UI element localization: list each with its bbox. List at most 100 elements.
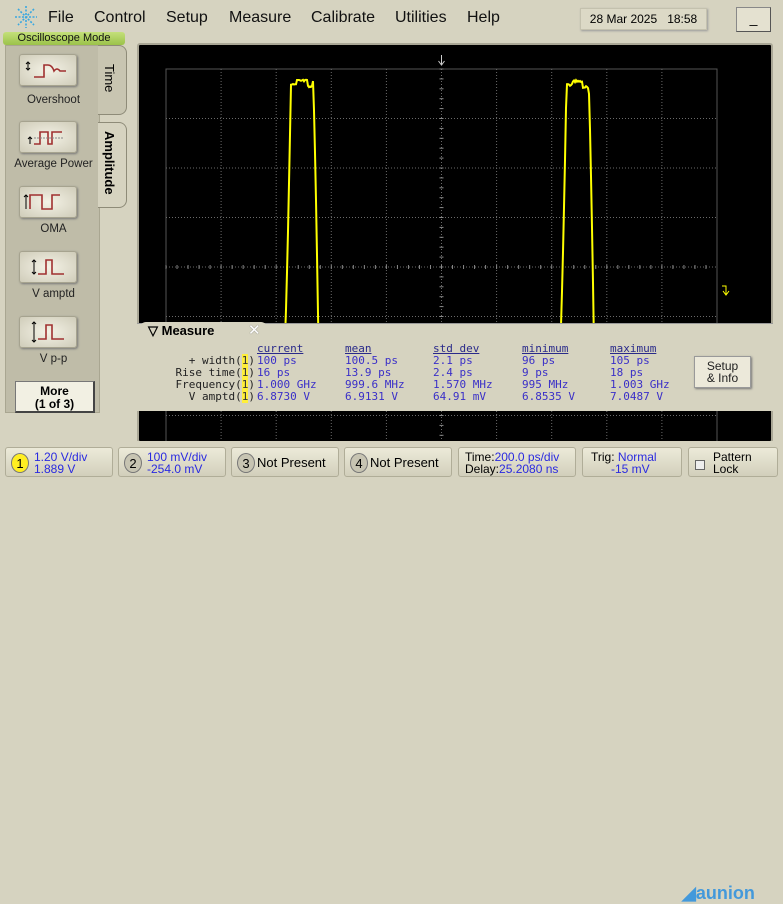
v-pp-label: V p-p bbox=[39, 353, 68, 365]
more-label: More bbox=[40, 384, 69, 398]
menu-file[interactable]: File bbox=[48, 9, 74, 26]
measure-value: 100 ps bbox=[257, 354, 297, 367]
tab-time[interactable]: Time bbox=[98, 45, 127, 115]
measure-value: 6.9131 V bbox=[345, 390, 398, 403]
ch2-offset: -254.0 mV bbox=[147, 462, 203, 476]
ch3-status: Not Present bbox=[257, 455, 326, 470]
measure-value: 7.0487 V bbox=[610, 390, 663, 403]
measure-value: 16 ps bbox=[257, 366, 291, 379]
pattern-lock-button[interactable]: Pattern Lock bbox=[688, 447, 778, 477]
trigger-position-marker-icon bbox=[438, 55, 445, 66]
header-current: current bbox=[257, 342, 304, 355]
setup-info-button[interactable]: Setup & Info bbox=[694, 356, 751, 388]
measurement-toolbar: Overshoot Average Power OMA V amptd V p-… bbox=[5, 45, 100, 413]
measure-label: + width( bbox=[188, 354, 242, 367]
measure-value: 100.5 ps bbox=[345, 354, 398, 367]
info-label: & Info bbox=[706, 371, 739, 385]
measure-value: 2.4 ps bbox=[433, 366, 473, 379]
time-scale: 200.0 ps/div bbox=[494, 450, 560, 464]
channel-3-button[interactable]: 3 Not Present bbox=[231, 447, 339, 477]
time: 18:58 bbox=[667, 12, 698, 26]
measure-row: Frequency(1) 1.000 GHz 999.6 MHz 1.570 MHz 9… bbox=[137, 378, 697, 391]
close-icon[interactable]: ✕ bbox=[248, 322, 261, 339]
v-pp-button[interactable] bbox=[19, 316, 77, 348]
oma-label: OMA bbox=[40, 223, 67, 235]
menu-calibrate[interactable]: Calibrate bbox=[311, 9, 376, 26]
setup-label: Setup bbox=[706, 359, 739, 373]
measure-value: 995 MHz bbox=[522, 378, 569, 391]
measure-label: Rise time( bbox=[175, 366, 242, 379]
ch1-scale: 1.20 V/div bbox=[34, 450, 88, 464]
oma-button[interactable] bbox=[19, 186, 77, 218]
measure-value: 1.000 GHz bbox=[257, 378, 317, 391]
measure-name: V amptd(1) bbox=[188, 390, 255, 403]
delay-label: Delay: bbox=[465, 462, 500, 476]
lock-label: Lock bbox=[713, 462, 739, 476]
average-power-label: Average Power bbox=[14, 158, 93, 170]
overshoot-button[interactable] bbox=[19, 54, 77, 86]
channel-ref: 1 bbox=[241, 366, 249, 379]
watermark-logo: ◢aunion bbox=[682, 883, 755, 903]
channel-4-button[interactable]: 4 Not Present bbox=[344, 447, 452, 477]
average-power-icon bbox=[27, 131, 64, 145]
time-label: Time: bbox=[465, 450, 495, 464]
measure-name: Frequency(1) bbox=[175, 378, 255, 391]
measure-value: 9 ps bbox=[522, 366, 549, 379]
collapse-icon[interactable]: ▽ bbox=[148, 323, 162, 338]
channel-ref: 1 bbox=[241, 390, 249, 403]
date-time-display: 28 Mar 2025 18:58 bbox=[580, 8, 707, 30]
timebase-button[interactable]: Time:200.0 ps/div Delay:25.2080 ns bbox=[458, 447, 576, 477]
v-amptd-label: V amptd bbox=[32, 288, 75, 300]
pattern-label: Pattern bbox=[713, 450, 752, 464]
measure-value: 1.570 MHz bbox=[433, 378, 493, 391]
measure-title: Measure bbox=[161, 323, 215, 338]
pattern-lock-checkbox[interactable] bbox=[695, 460, 705, 470]
date: 28 Mar 2025 bbox=[589, 12, 658, 26]
channel-ref: 1 bbox=[241, 378, 249, 391]
watermark-text: aunion bbox=[695, 883, 755, 903]
trig-label: Trig: bbox=[591, 450, 615, 464]
v-amptd-button[interactable] bbox=[19, 251, 77, 283]
channel-1-button[interactable]: 1 1.20 V/div 1.889 V bbox=[5, 447, 113, 477]
minimize-button[interactable]: _ bbox=[736, 7, 771, 32]
overshoot-label: Overshoot bbox=[26, 94, 81, 106]
measure-panel: ▽ Measure ✕ current mean std dev minimum … bbox=[137, 322, 773, 411]
header-minimum: minimum bbox=[522, 342, 569, 355]
measure-tab[interactable]: ▽ Measure ✕ bbox=[140, 322, 267, 340]
v-amplitude-icon bbox=[31, 259, 64, 275]
trig-mode: Normal bbox=[617, 450, 657, 464]
measure-value: 999.6 MHz bbox=[345, 378, 405, 391]
trig-level: -15 mV bbox=[611, 462, 650, 476]
measure-value: 1.003 GHz bbox=[610, 378, 670, 391]
menu-measure[interactable]: Measure bbox=[229, 9, 292, 26]
ch2-scale: 100 mV/div bbox=[147, 450, 208, 464]
channel-ref: 1 bbox=[241, 354, 249, 367]
more-page: (1 of 3) bbox=[34, 397, 75, 411]
delay-value: 25.2080 ns bbox=[499, 462, 559, 476]
trigger-button[interactable]: Trig: Normal -15 mV bbox=[582, 447, 682, 477]
measure-value: 96 ps bbox=[522, 354, 556, 367]
v-peak-to-peak-icon bbox=[31, 321, 64, 343]
measure-label: Frequency( bbox=[175, 378, 242, 391]
average-power-button[interactable] bbox=[19, 121, 77, 153]
menu-control[interactable]: Control bbox=[94, 9, 146, 26]
tab-amplitude[interactable]: Amplitude bbox=[98, 122, 127, 208]
menu-bar: File Control Setup Measure Calibrate Uti… bbox=[0, 0, 783, 32]
menu-utilities[interactable]: Utilities bbox=[395, 9, 447, 26]
header-maximum: maximum bbox=[610, 342, 657, 355]
menu-help[interactable]: Help bbox=[467, 9, 500, 26]
agilent-logo-icon bbox=[15, 6, 37, 28]
ch1-offset: 1.889 V bbox=[34, 462, 76, 476]
oma-icon bbox=[23, 194, 60, 210]
measure-value: 64.91 mV bbox=[433, 390, 486, 403]
status-bar: 1 1.20 V/div 1.889 V 2 100 mV/div -254.0 mV … bbox=[0, 441, 783, 903]
channel-3-badge: 3 bbox=[237, 453, 255, 473]
measure-value: 6.8730 V bbox=[257, 390, 310, 403]
more-button[interactable]: More (1 of 3) bbox=[15, 381, 95, 413]
menu-setup[interactable]: Setup bbox=[166, 9, 208, 26]
measure-name: Rise time(1) bbox=[175, 366, 255, 379]
header-mean: mean bbox=[345, 342, 372, 355]
channel-2-button[interactable]: 2 100 mV/div -254.0 mV bbox=[118, 447, 226, 477]
measure-value: 18 ps bbox=[610, 366, 644, 379]
tab-time-label: Time bbox=[102, 64, 117, 93]
